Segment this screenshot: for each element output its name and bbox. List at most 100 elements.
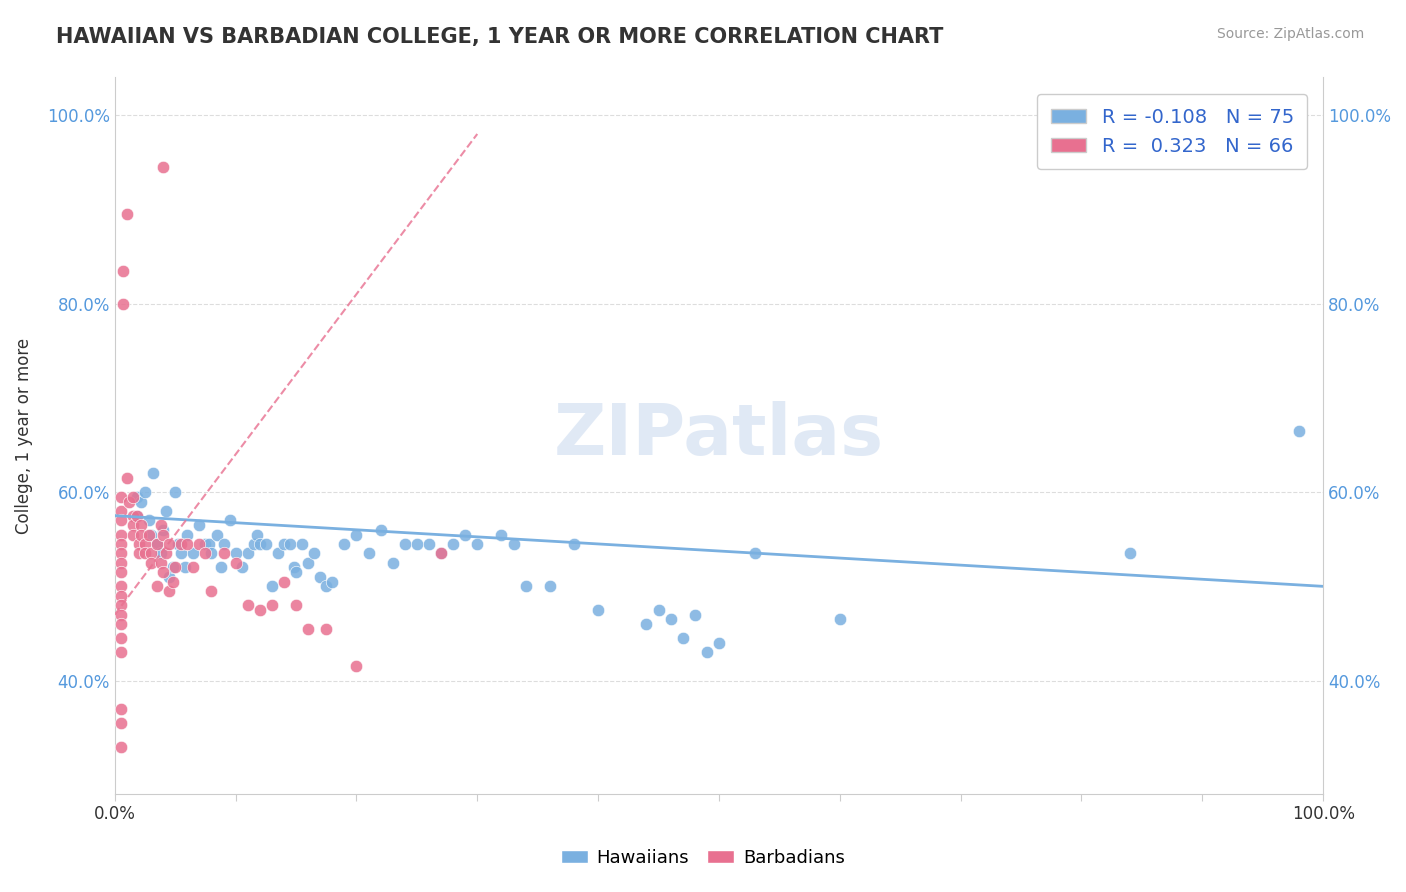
Point: [170, 546, 193, 560]
Point: [672, 631, 695, 645]
Point: [636, 617, 658, 632]
Point: [149, 546, 172, 560]
Point: [110, 702, 132, 716]
Point: [707, 636, 730, 650]
Point: [441, 537, 464, 551]
Point: [454, 527, 477, 541]
Legend: Hawaiians, Barbadians: Hawaiians, Barbadians: [554, 842, 852, 874]
Point: [110, 739, 132, 754]
Point: [110, 617, 132, 632]
Point: [302, 546, 325, 560]
Point: [1288, 424, 1310, 438]
Point: [134, 485, 156, 500]
Point: [139, 546, 162, 560]
Point: [118, 494, 141, 508]
Point: [125, 508, 148, 523]
Point: [110, 537, 132, 551]
Point: [394, 537, 416, 551]
Y-axis label: College, 1 year or more: College, 1 year or more: [15, 337, 32, 533]
Point: [173, 560, 195, 574]
Point: [405, 537, 427, 551]
Point: [212, 546, 235, 560]
Point: [110, 598, 132, 612]
Point: [134, 537, 156, 551]
Point: [188, 518, 211, 533]
Point: [110, 565, 132, 579]
Point: [370, 523, 392, 537]
Point: [131, 494, 153, 508]
Point: [115, 207, 138, 221]
Point: [1119, 546, 1142, 560]
Point: [209, 560, 232, 574]
Point: [157, 584, 180, 599]
Point: [491, 527, 513, 541]
Legend: R = -0.108   N = 75, R =  0.323   N = 66: R = -0.108 N = 75, R = 0.323 N = 66: [1038, 95, 1308, 169]
Point: [283, 560, 305, 574]
Point: [346, 527, 368, 541]
Point: [115, 471, 138, 485]
Point: [155, 546, 177, 560]
Point: [502, 537, 524, 551]
Point: [110, 579, 132, 593]
Point: [249, 603, 271, 617]
Point: [112, 263, 135, 277]
Point: [200, 546, 222, 560]
Text: ZIPatlas: ZIPatlas: [554, 401, 884, 470]
Point: [236, 546, 259, 560]
Point: [128, 537, 150, 551]
Point: [225, 546, 247, 560]
Point: [110, 716, 132, 731]
Point: [218, 513, 240, 527]
Point: [683, 607, 706, 622]
Point: [122, 490, 145, 504]
Point: [152, 527, 174, 541]
Point: [418, 537, 440, 551]
Point: [357, 546, 380, 560]
Point: [212, 537, 235, 551]
Point: [125, 508, 148, 523]
Point: [430, 546, 453, 560]
Point: [157, 537, 180, 551]
Point: [138, 527, 160, 541]
Point: [122, 508, 145, 523]
Point: [110, 513, 132, 527]
Point: [321, 574, 343, 589]
Point: [176, 537, 198, 551]
Point: [149, 556, 172, 570]
Point: [125, 490, 148, 504]
Point: [110, 546, 132, 560]
Point: [198, 537, 221, 551]
Point: [236, 598, 259, 612]
Point: [207, 527, 229, 541]
Point: [254, 537, 277, 551]
Point: [538, 579, 561, 593]
Text: Source: ZipAtlas.com: Source: ZipAtlas.com: [1216, 27, 1364, 41]
Point: [142, 467, 165, 481]
Point: [225, 556, 247, 570]
Point: [139, 556, 162, 570]
Point: [297, 622, 319, 636]
Point: [430, 546, 453, 560]
Point: [110, 645, 132, 659]
Point: [647, 603, 669, 617]
Point: [181, 546, 204, 560]
Point: [260, 579, 283, 593]
Point: [170, 537, 193, 551]
Point: [194, 546, 217, 560]
Point: [278, 537, 301, 551]
Point: [291, 537, 314, 551]
Point: [110, 504, 132, 518]
Point: [122, 527, 145, 541]
Point: [146, 579, 169, 593]
Point: [515, 579, 537, 593]
Point: [131, 527, 153, 541]
Point: [112, 296, 135, 310]
Point: [152, 160, 174, 174]
Point: [165, 560, 187, 574]
Point: [166, 537, 188, 551]
Point: [465, 537, 488, 551]
Point: [162, 560, 184, 574]
Point: [128, 546, 150, 560]
Point: [260, 598, 283, 612]
Point: [152, 565, 174, 579]
